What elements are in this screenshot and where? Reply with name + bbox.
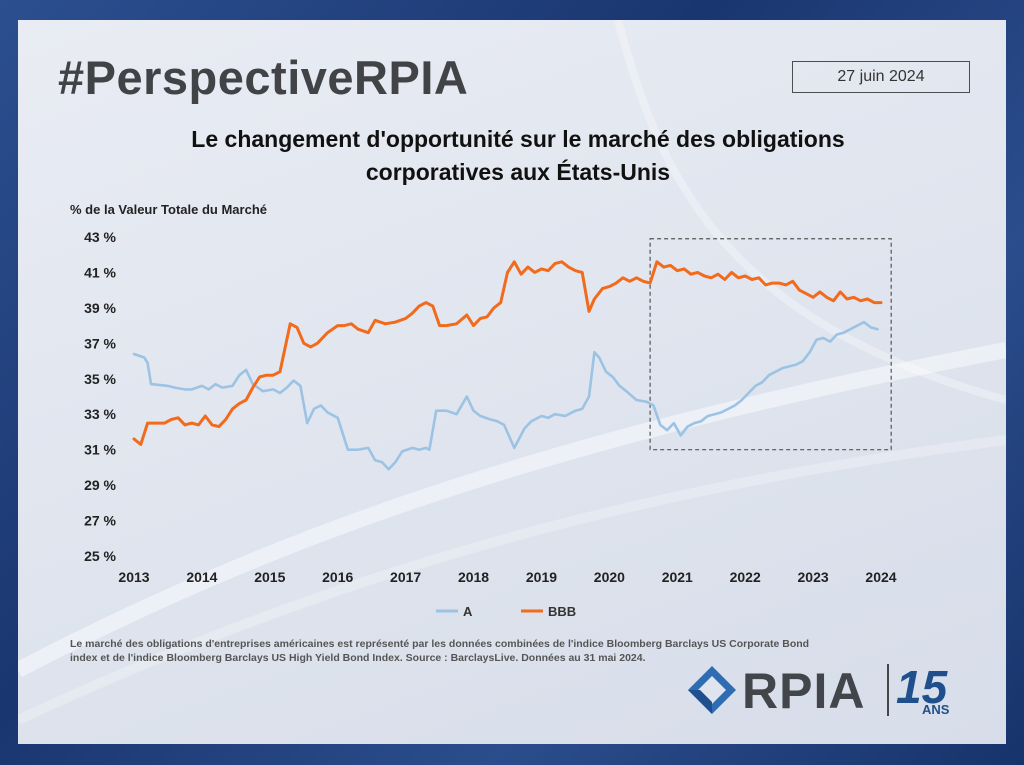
x-tick-label: 2018 — [458, 569, 489, 585]
logo-anniversary-suffix: ANS — [922, 702, 950, 717]
chart-title-line2: corporatives aux États-Unis — [365, 159, 671, 185]
legend-label-bbb: BBB — [548, 604, 576, 619]
y-tick-label: 39 % — [84, 300, 116, 316]
logo-anniversary-number: 15 — [896, 661, 948, 713]
x-tick-label: 2014 — [186, 569, 217, 585]
line-chart: 43 % 41 % 39 % 37 % 35 % 33 % 31 % 29 % 27 % 25 %… — [84, 229, 897, 619]
chart-title-line1: Le changement d'opportunité sur le march… — [191, 126, 845, 152]
legend-label-a: A — [463, 604, 473, 619]
y-tick-label: 35 % — [84, 371, 116, 387]
logo-separator — [887, 664, 889, 716]
x-tick-label: 2023 — [798, 569, 829, 585]
source-footnote: Le marché des obligations d'entreprises … — [70, 638, 810, 664]
x-tick-label: 2017 — [390, 569, 421, 585]
y-tick-label: 27 % — [84, 513, 116, 529]
rpia-diamond-icon — [688, 666, 736, 714]
x-tick-label: 2020 — [594, 569, 625, 585]
rpia-logo: RPIA 15 ANS — [682, 660, 982, 724]
y-axis-label: % de la Valeur Totale du Marché — [70, 202, 267, 217]
infographic-card: #PerspectiveRPIA 27 juin 2024 Le changem… — [18, 20, 1006, 744]
date-badge: 27 juin 2024 — [792, 61, 970, 93]
x-tick-label: 2022 — [730, 569, 761, 585]
x-tick-label: 2015 — [254, 569, 285, 585]
y-tick-label: 43 % — [84, 229, 116, 245]
y-tick-label: 29 % — [84, 477, 116, 493]
y-tick-label: 25 % — [84, 548, 116, 564]
x-tick-label: 2024 — [865, 569, 896, 585]
x-tick-label: 2013 — [118, 569, 149, 585]
hashtag-title: #PerspectiveRPIA — [58, 51, 469, 104]
series-line-a — [132, 320, 879, 471]
y-tick-label: 37 % — [84, 335, 116, 351]
y-tick-label: 33 % — [84, 406, 116, 422]
y-tick-label: 41 % — [84, 264, 116, 280]
series-line-bbb — [132, 260, 883, 446]
highlight-box — [649, 238, 892, 451]
y-tick-label: 31 % — [84, 442, 116, 458]
x-tick-label: 2021 — [662, 569, 693, 585]
chart-title: Le changement d'opportunité sur le march… — [118, 123, 918, 189]
x-tick-label: 2016 — [322, 569, 353, 585]
logo-brand-text: RPIA — [742, 663, 866, 719]
x-tick-label: 2019 — [526, 569, 557, 585]
